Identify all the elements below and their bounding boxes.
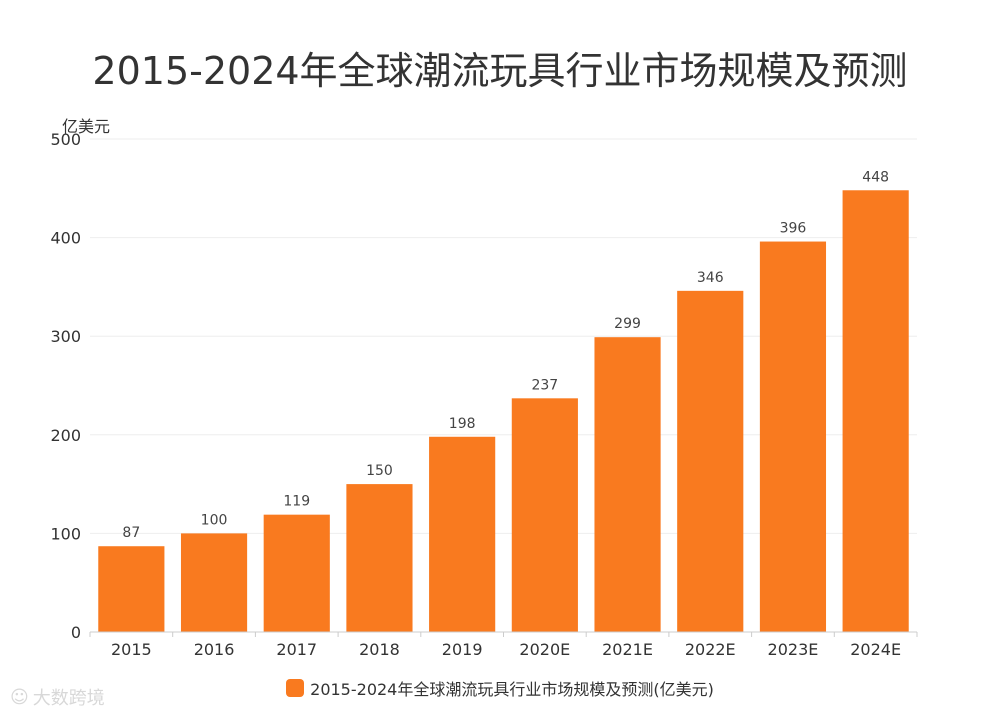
legend: 2015-2024年全球潮流玩具行业市场规模及预测(亿美元) [0, 676, 1000, 700]
watermark-text: 大数跨境 [32, 688, 105, 709]
x-tick-label: 2017 [276, 640, 317, 659]
y-axis-ticks: 0 100 200 300 400 500 [50, 130, 81, 642]
brand-logo-icon: ☺ [10, 686, 29, 708]
chart-title: 2015-2024年全球潮流玩具行业市场规模及预测 [92, 49, 908, 93]
y-tick-label: 400 [50, 229, 81, 248]
data-labels: 87 100 119 150 198 237 299 346 396 448 [122, 169, 889, 541]
bar [180, 533, 248, 632]
bar [842, 190, 909, 632]
x-tick-label: 2018 [359, 640, 400, 659]
y-axis-unit-label: 亿美元 [62, 117, 111, 136]
x-tick-label: 2022E [685, 640, 736, 659]
bar-value-label: 237 [531, 377, 558, 393]
y-tick-label: 500 [50, 130, 81, 149]
bar-value-label: 396 [780, 221, 807, 237]
legend-swatch [286, 679, 305, 697]
bar-value-label: 119 [283, 494, 310, 510]
bar-value-label: 346 [697, 270, 724, 286]
y-tick-label: 0 [71, 623, 81, 642]
x-tick-label: 2015 [111, 640, 152, 659]
bar-value-label: 150 [366, 463, 393, 479]
bar-value-label: 100 [201, 512, 228, 528]
y-tick-label: 200 [50, 426, 81, 445]
bar-value-label: 299 [614, 316, 641, 332]
x-tick-label: 2016 [194, 640, 235, 659]
x-tick-label: 2019 [442, 640, 483, 659]
bar [346, 484, 413, 632]
x-axis-ticks: 2015 2016 2017 2018 2019 2020E 2021E 2022E 2023E… [89, 632, 918, 659]
bar [429, 436, 496, 632]
watermark: ☺ 大数跨境 [10, 684, 105, 710]
y-tick-label: 100 [50, 524, 81, 543]
x-tick-label: 2021E [602, 640, 653, 659]
bar [677, 290, 744, 632]
legend-label: 2015-2024年全球潮流玩具行业市场规模及预测(亿美元) [310, 680, 714, 699]
bar-value-label: 87 [122, 525, 140, 541]
bar [98, 546, 165, 632]
x-tick-label: 2020E [519, 640, 570, 659]
bar [511, 398, 578, 632]
x-tick-label: 2024E [850, 640, 901, 659]
bar-value-label: 448 [862, 169, 889, 185]
bar [263, 514, 330, 632]
bars [98, 190, 909, 632]
y-tick-label: 300 [50, 327, 81, 346]
x-tick-label: 2023E [768, 640, 819, 659]
bar-value-label: 198 [449, 416, 476, 432]
bar [759, 241, 827, 632]
bar [594, 337, 661, 632]
